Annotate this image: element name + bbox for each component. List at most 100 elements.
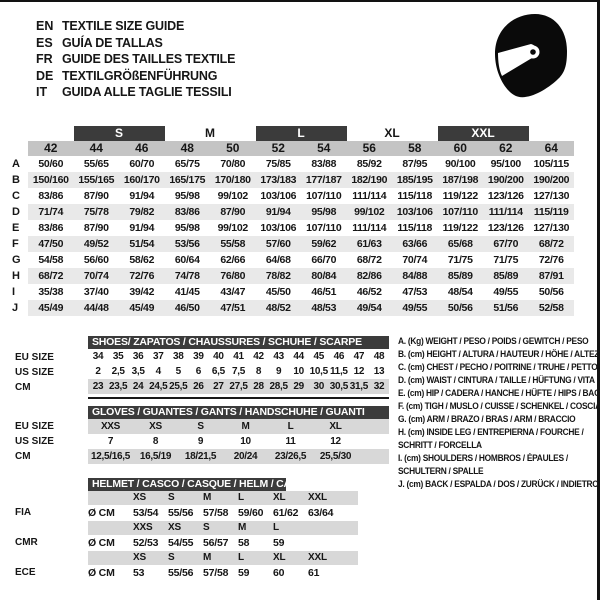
helmet-value: 58 [238,537,250,549]
helmet-size-label: M [238,522,247,533]
cell-value: 18/21,5 [184,451,217,462]
cell-value: 12,5/16,5 [90,451,130,462]
size-value: 41/45 [174,286,200,298]
helmet-size-label: XS [168,522,181,533]
measurement-row: E 83/86 87/90 91/94 95/98 99/102 103/106 107/11… [6,220,574,236]
cell-value: S [197,421,204,432]
measurement-row: J 45/49 44/48 45/49 46/50 47/51 48/52 48/53 49/5… [6,300,574,316]
size-column-header: 48 [164,141,210,156]
row-letter: B [12,174,20,186]
cell-value: 12 [330,436,341,447]
size-value: 70/74 [402,254,428,266]
size-value: 85/92 [356,158,382,170]
helmet-value: 53/54 [133,507,159,519]
guide-title: TEXTILGRÖßENFÜHRUNG [62,68,218,83]
size-value: 46/51 [311,286,337,298]
size-value: 45/50 [265,286,291,298]
row-letter: D [12,206,20,218]
helmet-size-label: XXS [133,522,153,533]
helmet-value: 61/62 [273,507,299,519]
row-letter: C [12,190,20,202]
size-spacer [88,551,133,565]
cell-value: 3,5 [131,366,145,377]
legend-line: H. (cm) INSIDE LEG / ENTREPIERNA / FOURC… [398,427,584,437]
size-value: 83/86 [164,204,210,220]
size-value: 56/60 [83,254,109,266]
size-value: 60/70 [129,158,155,170]
helmet-size-label: XXL [308,492,327,503]
corner-cell [6,141,28,156]
helmet-size-label: XS [133,492,146,503]
size-value: 155/165 [73,172,119,188]
size-value: 107/110 [437,204,483,220]
size-value: 49/52 [73,236,119,252]
size-value: 87/90 [83,190,109,202]
legend-line: E. (cm) HIP / CADERA / HANCHE / HÜFTE / … [398,388,600,398]
size-value: 51/54 [119,236,165,252]
size-value: 72/76 [119,268,165,284]
size-value: 55/65 [83,158,109,170]
cell-value: 31,5 [349,381,369,392]
size-column-header: 42 [28,141,74,156]
table-row: 7 8 9 10 11 12 [88,434,389,449]
shoes-table: SHOES/ ZAPATOS / CHAUSSURES / SCHUHE / S… [88,336,389,394]
row-label: US SIZE [15,436,54,447]
cell-value: 43 [273,351,284,362]
size-value: 48/54 [447,286,473,298]
measurement-row: D 71/74 75/78 79/82 83/86 87/90 91/94 95/98 99/1… [6,204,574,220]
size-value: 46/52 [356,286,382,298]
cell-value: 7,5 [231,366,245,377]
cell-value: 6,5 [211,366,225,377]
size-value: 50/56 [437,300,483,316]
cell-value: 13 [373,366,385,377]
size-value: 87/90 [83,222,109,234]
size-value: 119/122 [442,222,479,234]
size-value: 187/198 [437,172,483,188]
size-value: 82/86 [346,268,392,284]
cell-value: 16,5/19 [139,451,172,462]
size-value: 72/76 [538,254,564,266]
cell-value: 30 [313,381,325,392]
size-value: 111/114 [352,190,387,202]
size-value: 43/47 [220,286,246,298]
helmet-icon [495,14,567,98]
size-value: 71/75 [447,254,473,266]
table-row: XXS XS S M L XL [88,419,389,434]
measurement-row: G 54/58 56/60 58/62 60/64 62/66 64/68 66/70 68/7… [6,252,574,268]
size-value: 123/126 [487,190,524,202]
helmet-size-label: M [203,492,212,503]
helmet-size-label: M [203,552,212,563]
size-value: 58/62 [129,254,155,266]
guide-title: GUIDE DES TAILLES TEXTILE [62,52,236,66]
size-value: 64/68 [265,254,291,266]
row-letter: J [12,302,19,314]
size-value: 78/82 [255,268,301,284]
size-value: 54/58 [38,254,64,266]
size-value: 52/58 [528,300,574,316]
size-value: 68/72 [528,236,574,252]
size-value: 111/114 [483,204,529,220]
table-title-bar: HELMET / CASCO / CASQUE / HELM / CASCO [88,478,313,491]
helmet-size-label: L [273,522,279,533]
cell-value: 48 [373,351,385,362]
cell-value: 40 [213,351,224,362]
size-group-m: M [205,126,215,140]
cell-value: L [287,421,294,432]
size-value: 160/170 [119,172,165,188]
helmet-value: 63/64 [308,507,334,519]
size-value: 190/200 [528,172,574,188]
size-value: 61/63 [346,236,392,252]
size-value: 83/88 [311,158,337,170]
shoes-divider-line [88,397,389,399]
helmet-value: 53 [133,567,145,579]
cell-value: 5 [175,366,182,377]
size-value: 83/86 [38,222,64,234]
size-value: 103/106 [392,204,438,220]
language-row: EN TEXTILE SIZE GUIDE [36,18,235,35]
size-value: 55/58 [210,236,256,252]
diameter-unit-label: Ø CM [88,537,115,549]
legend-line: G. (cm) ARM / BRAZO / BRAS / ARM / BRACC… [398,414,576,424]
row-label: US SIZE [15,367,54,378]
table-row: 23 23,5 24 24,5 25,5 26 27 27,5 28 28,5 29 30 30,5 31… [88,379,389,394]
helmet-value: 59/60 [238,507,264,519]
